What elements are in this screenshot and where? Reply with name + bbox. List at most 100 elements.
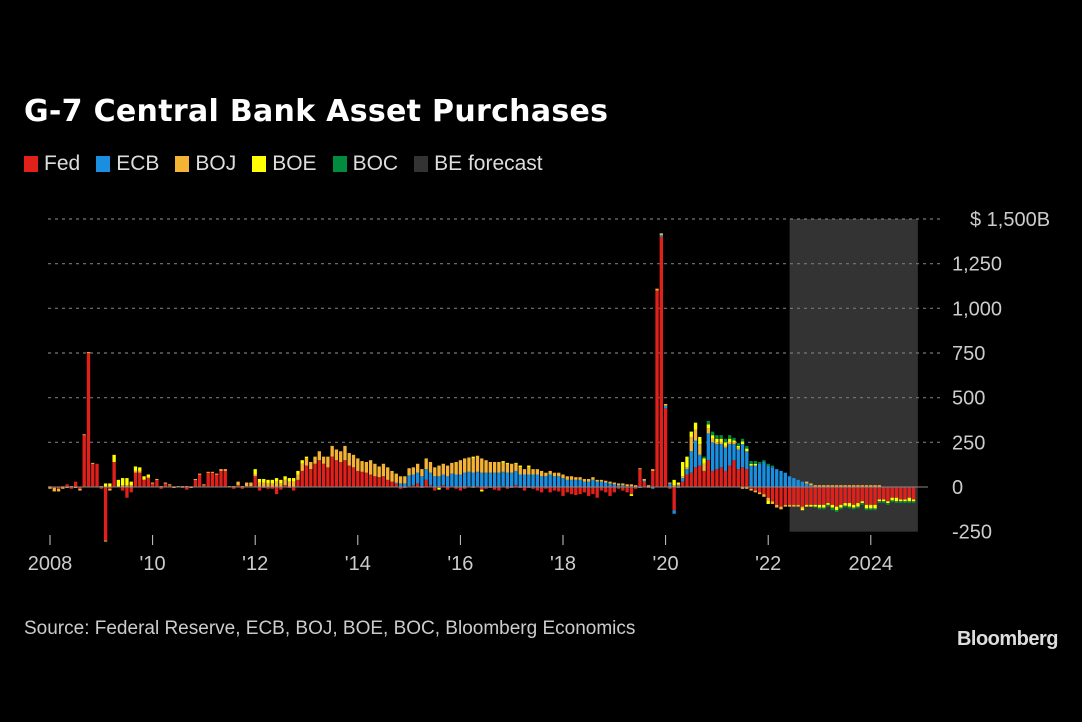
bar-fed <box>651 470 655 487</box>
bar-boe <box>702 458 706 464</box>
bar-boj <box>843 485 847 487</box>
bar-boj <box>475 455 480 472</box>
bar-boj <box>651 469 655 471</box>
bar-ecb <box>445 476 450 487</box>
bar-ecb <box>552 476 557 487</box>
bar-boe <box>480 489 484 492</box>
bar-boj <box>659 233 663 236</box>
bar-boj <box>834 485 839 487</box>
bar-boj <box>202 484 206 486</box>
bar-ecb <box>403 483 407 487</box>
bar-boj <box>415 463 420 473</box>
bar-ecb <box>805 483 809 487</box>
bar-ecb <box>749 465 753 487</box>
bar-fed <box>770 487 775 502</box>
bar-boe <box>860 501 864 504</box>
bar-fed <box>766 487 770 498</box>
bar-fed <box>343 460 347 487</box>
bar-fed <box>279 487 283 490</box>
bar-fed <box>535 487 540 491</box>
bar-boj <box>766 497 770 501</box>
bar-fed <box>809 487 813 505</box>
bar-ecb <box>510 472 514 487</box>
bar-boe <box>706 424 711 429</box>
bar-ecb <box>505 472 510 487</box>
bar-boe <box>881 499 886 502</box>
bar-fed <box>552 487 557 491</box>
bar-boc <box>830 507 834 511</box>
bar-fed <box>155 479 159 487</box>
bar-boe <box>869 504 873 509</box>
bar-boj <box>753 490 758 493</box>
bar-boj <box>510 463 514 473</box>
bar-fed <box>843 487 847 504</box>
bar-ecb <box>428 472 433 486</box>
bar-fed <box>138 472 142 487</box>
bar-boe <box>689 431 693 437</box>
legend-label-fed: Fed <box>44 152 81 175</box>
bar-boj <box>775 504 779 508</box>
bar-boj <box>219 469 223 471</box>
bar-fed <box>163 483 168 487</box>
bar-boe <box>907 497 911 502</box>
bar-boc <box>852 507 856 510</box>
bar-fed <box>206 472 210 487</box>
bar-boj <box>215 473 219 475</box>
bar-boj <box>304 458 309 466</box>
bar-boe <box>698 436 702 445</box>
bar-boj <box>133 470 138 473</box>
bar-boc <box>732 437 736 441</box>
legend-label-boc: BOC <box>352 152 399 175</box>
x-tick-label: '16 <box>447 553 473 575</box>
bar-boj <box>514 463 518 471</box>
bar-boj <box>800 506 805 509</box>
bar-ecb <box>450 473 454 487</box>
bar-boj <box>817 485 822 487</box>
bar-fed <box>561 487 565 496</box>
bar-boj <box>839 485 843 487</box>
legend-swatch-fed <box>24 156 38 172</box>
bar-ecb <box>591 479 595 487</box>
bar-fed <box>826 487 830 504</box>
bar-boj <box>108 488 112 491</box>
bar-boc <box>736 443 740 446</box>
x-tick-label: 2024 <box>849 553 894 575</box>
bar-boj <box>783 504 787 507</box>
bar-boe <box>257 478 262 483</box>
bar-ecb <box>616 485 621 487</box>
bar-fed <box>732 460 736 487</box>
bar-boe <box>903 499 907 502</box>
bar-fed <box>582 487 587 493</box>
y-tick-label: 0 <box>952 477 963 499</box>
bar-ecb <box>467 471 471 487</box>
bar-ecb <box>651 487 655 489</box>
bar-boe <box>518 465 522 468</box>
bar-fed <box>360 471 364 487</box>
bar-boj <box>394 473 398 483</box>
bar-boj <box>146 477 150 479</box>
bar-ecb <box>753 465 758 487</box>
bar-boc <box>894 501 899 504</box>
bar-boj <box>770 501 775 504</box>
bar-boj <box>672 485 676 487</box>
bar-boj <box>847 485 852 487</box>
bar-ecb <box>745 451 749 470</box>
bar-boe <box>685 456 689 468</box>
bar-ecb <box>689 451 693 473</box>
bar-fed <box>463 487 467 489</box>
bar-boj <box>535 469 540 475</box>
bar-boj <box>629 484 634 487</box>
bar-ecb <box>569 479 574 487</box>
bar-boj <box>852 485 856 487</box>
bar-boe <box>830 504 834 508</box>
bar-boj <box>368 460 373 475</box>
bar-boj <box>150 482 155 484</box>
bar-boe <box>116 479 121 487</box>
bar-boe <box>719 438 723 443</box>
bar-fed <box>398 487 403 489</box>
bar-fed <box>82 435 86 487</box>
bar-boc <box>757 461 762 464</box>
bar-fed <box>608 487 612 496</box>
bar-ecb <box>548 474 552 487</box>
y-tick-label: 1,250 <box>952 254 1002 276</box>
